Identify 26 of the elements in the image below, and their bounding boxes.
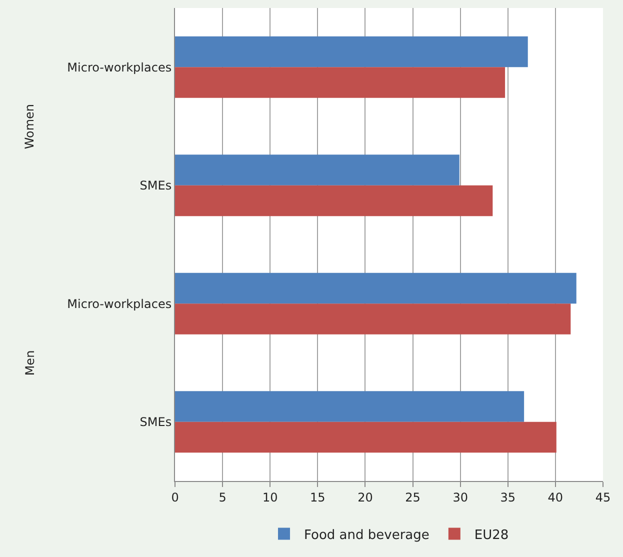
text: Men: [23, 350, 38, 376]
legend-label: Food and beverage: [304, 528, 430, 543]
bar: [175, 185, 493, 216]
y-tick-label: Micro-workplaces: [67, 296, 172, 311]
y-tick-label: Micro-workplaces: [67, 60, 172, 74]
x-tick-label: 5: [218, 490, 226, 504]
y-tick-label: SMEs: [140, 178, 172, 193]
bar: [175, 391, 524, 422]
y-tick-label: SMEs: [140, 415, 172, 430]
x-tick-label: 25: [405, 490, 420, 504]
legend-label: EU28: [474, 528, 509, 543]
x-tick-label: 0: [171, 490, 179, 504]
bar: [175, 304, 571, 334]
x-tick-label: 10: [262, 490, 278, 504]
bar: [175, 272, 576, 304]
bar: [175, 422, 556, 453]
x-tick-label: 40: [548, 490, 564, 504]
x-tick-label: 35: [500, 490, 516, 504]
bar: [175, 154, 460, 186]
text: Women: [22, 104, 37, 150]
x-tick-label: 30: [452, 490, 468, 504]
x-tick-label: 45: [595, 490, 611, 504]
bar: [175, 36, 528, 68]
x-tick-label: 15: [310, 490, 326, 504]
bar: [175, 67, 506, 98]
x-tick-label: 20: [358, 490, 373, 504]
